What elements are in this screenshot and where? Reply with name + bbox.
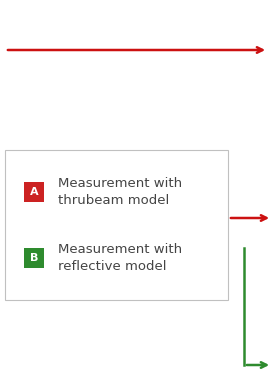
Text: Measurement with
thrubeam model: Measurement with thrubeam model (58, 177, 182, 207)
Bar (5, 150, 228, 300)
Text: B: B (30, 253, 38, 263)
Bar (24, 248, 44, 268)
Bar (24, 182, 44, 202)
Text: Measurement with
reflective model: Measurement with reflective model (58, 243, 182, 273)
Text: A: A (30, 187, 38, 197)
